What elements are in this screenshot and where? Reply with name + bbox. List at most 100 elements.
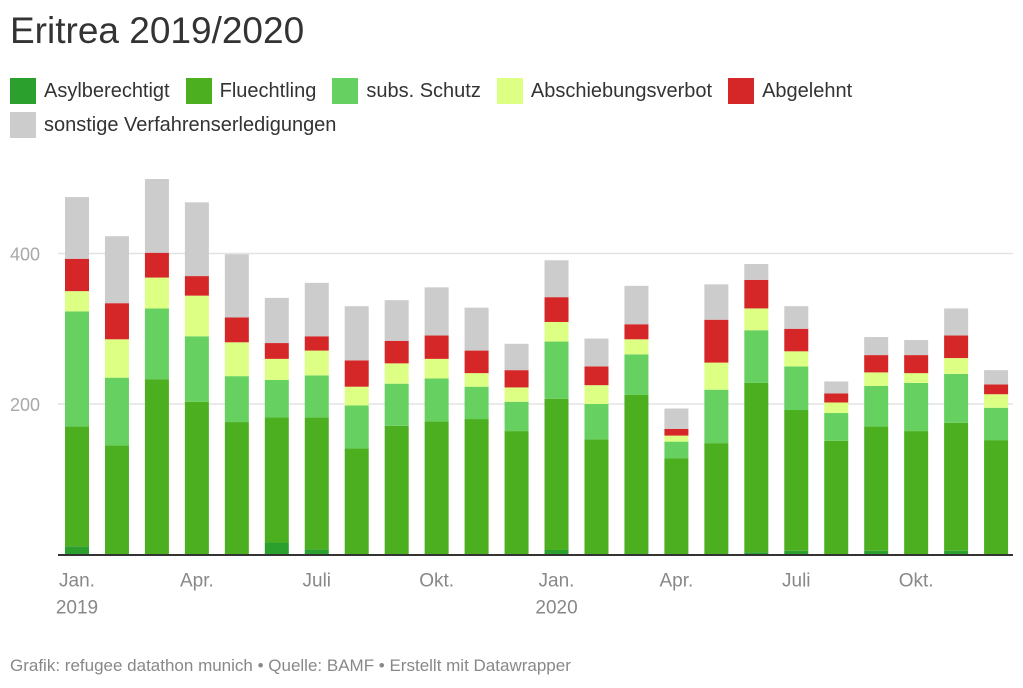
legend-label: Abgelehnt [762,79,853,102]
x-tick-label: Juli [782,571,811,592]
bar-segment [824,402,849,414]
footer-credits: Grafik: refugee datathon munich • Quelle… [10,656,571,675]
bar-segment [184,202,209,277]
bar-segment [904,431,929,555]
bar-segment [864,385,889,427]
bar-segment [584,338,609,367]
bar-segment [504,343,529,371]
legend-item: sonstige Verfahrenserledigungen [10,112,336,138]
legend-label: Fluechtling [219,79,317,102]
bar-stack [664,408,689,555]
bar-stack [504,343,529,555]
bar-segment [984,407,1009,441]
bar-segment [504,370,529,388]
bar-segment [264,343,289,359]
bar-segment [944,373,969,423]
bar-stack [744,264,769,555]
bar-segment [584,404,609,440]
bar-segment [65,546,89,555]
bar-segment [424,358,449,379]
bar-stack [824,381,849,555]
bar-segment [104,303,129,340]
bar-segment [904,340,929,356]
legend-label: Asylberechtigt [44,79,170,102]
bar-segment [824,393,849,403]
bar-segment [504,401,529,432]
bar-segment [624,285,649,325]
bar-stack [304,282,329,555]
bar-segment [144,179,169,253]
bar-segment [344,405,369,449]
legend-swatch [728,78,755,104]
legend-item: Abgelehnt [728,78,852,104]
bar-segment [624,394,649,555]
bar-segment [664,408,689,429]
bar-segment [65,311,89,427]
bar-segment [384,363,409,384]
bar-segment [424,421,449,555]
bar-segment [264,297,289,344]
bar-segment [104,339,129,378]
bar-stack [984,370,1009,555]
bar-segment [544,398,569,550]
bar-segment [264,417,289,543]
bar-segment [784,306,809,329]
bar-stack [224,254,249,555]
bar-stack [544,260,569,555]
bar-segment [984,440,1009,555]
bar-stack [65,197,89,555]
legend-swatch [10,78,36,104]
bar-segment [264,379,289,418]
bar-segment [65,197,89,259]
bar-segment [584,385,609,404]
bar-segment [464,419,489,555]
bar-segment [784,550,809,555]
bar-stack [944,308,969,555]
bar-segment [944,308,969,336]
bar-segment [944,550,969,555]
bar-stack [584,338,609,555]
bar-segment [744,264,769,280]
bar-segment [144,308,169,380]
bar-segment [624,324,649,340]
legend-swatch [332,78,359,104]
bar-segment [544,297,569,322]
bar-segment [824,413,849,441]
bar-segment [584,366,609,386]
bar-segment [504,387,529,402]
legend-label: sonstige Verfahrenserledigungen [44,113,337,136]
bar-segment [784,366,809,411]
bar-segment [344,448,369,555]
bar-segment [944,422,969,551]
bar-segment [664,428,689,436]
bar-stack [904,340,929,555]
x-tick-year-label: 2020 [535,598,577,619]
bar-stack [624,285,649,555]
bar-segment [744,382,769,553]
bar-segment [824,381,849,394]
bar-segment [304,282,329,337]
x-tick-label: Jan. [59,571,95,592]
y-tick-label: 200 [10,395,40,415]
chart-title: Eritrea 2019/2020 [10,10,305,51]
bar-segment [664,441,689,459]
legend-item: Fluechtling [185,78,317,104]
bar-segment [864,355,889,373]
legend: Asylberechtigt Fluechtling subs. Schutz Abs… [10,78,1010,138]
bar-segment [424,287,449,336]
bar-segment [944,358,969,374]
bar-segment [184,276,209,296]
x-tick-label: Juli [303,571,332,592]
chart-plot: 200 400 Jan. 2019 Apr. Juli Okt. Jan. 2020 Apr. Ju… [10,179,1013,619]
bar-segment [224,422,249,555]
legend-item: Abschiebungsverbot [496,78,712,104]
x-tick-label: Okt. [899,571,934,592]
bar-segment [144,252,169,278]
bar-segment [784,328,809,352]
x-tick-label: Okt. [419,571,454,592]
bar-stack [344,306,369,555]
bar-segment [424,335,449,359]
bar-segment [104,445,129,555]
bar-segment [744,330,769,383]
x-tick-label: Apr. [659,571,693,592]
